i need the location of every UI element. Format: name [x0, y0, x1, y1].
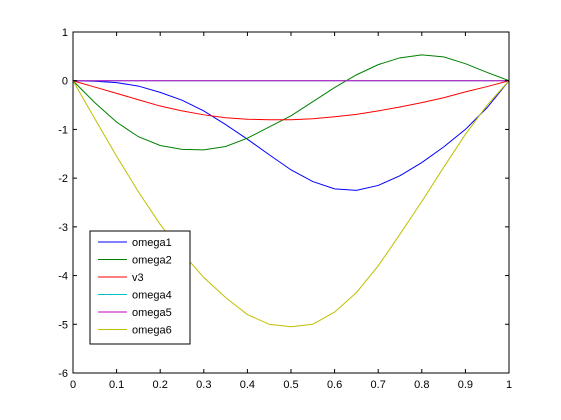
y-tick-label: -3	[58, 222, 68, 234]
x-tick-label: 0.7	[371, 379, 386, 391]
legend-label-omega2: omega2	[132, 255, 172, 267]
y-tick-label: -2	[58, 173, 68, 185]
x-tick-label: 0.8	[414, 379, 429, 391]
x-tick-label: 0.3	[196, 379, 211, 391]
x-tick-label: 1	[506, 379, 512, 391]
series-line-v3	[72, 80, 510, 121]
legend-label-v3: v3	[132, 272, 144, 284]
x-tick-label: 0.6	[327, 379, 342, 391]
y-tick-label: -1	[58, 124, 68, 136]
x-tick-label: 0.5	[283, 379, 298, 391]
series-layer	[72, 54, 510, 328]
x-tick-label: 0.9	[458, 379, 473, 391]
y-tick-label: -5	[58, 319, 68, 331]
y-tick-label: 0	[62, 76, 68, 88]
series-line-omega6	[72, 80, 510, 328]
x-tick-label: 0.2	[153, 379, 168, 391]
series-line-omega1	[72, 80, 510, 191]
y-tick-label: -6	[58, 368, 68, 380]
x-tick-label: 0.4	[240, 379, 255, 391]
series-line-omega2	[72, 54, 510, 151]
y-tick-label: 1	[62, 27, 68, 39]
legend-label-omega1: omega1	[132, 237, 172, 249]
legend-label-omega4: omega4	[132, 290, 172, 302]
x-tick-label: 0.1	[109, 379, 124, 391]
y-tick-label: -4	[58, 271, 68, 283]
axes-layer: 0 0.1 0.2 0.3 0.4 0.5 0.6 0.7 0.8 0.9 1 -6 -5 -4 -3 -2 -…	[58, 27, 512, 391]
legend-label-omega6: omega6	[132, 325, 172, 337]
x-tick-label: 0	[70, 379, 76, 391]
legend-box	[89, 230, 191, 345]
legend: omega1 omega2 v3 omega4 omega5 omega6	[89, 230, 191, 345]
legend-label-omega5: omega5	[132, 307, 172, 319]
